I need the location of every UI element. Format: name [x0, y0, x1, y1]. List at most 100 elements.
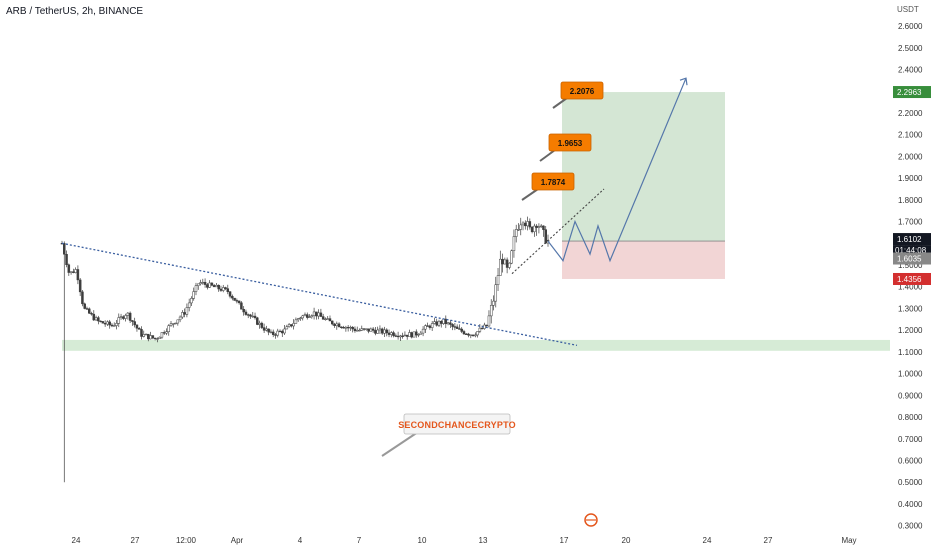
candle-body [296, 318, 300, 321]
x-tick-label: 10 [418, 536, 427, 545]
y-tick-label: 2.4000 [898, 66, 923, 75]
candle-body [110, 324, 114, 327]
candle-body [299, 317, 302, 319]
candle-body [485, 324, 488, 327]
candle-body [187, 302, 191, 308]
candle-body [324, 318, 327, 321]
candle-body [539, 225, 543, 227]
candle-body [178, 316, 182, 321]
y-tick-label: 2.0000 [898, 152, 923, 161]
y-tick-label: 0.6000 [898, 456, 923, 465]
candle-body [140, 329, 143, 337]
candle-body [203, 281, 207, 285]
candle-body [72, 271, 75, 273]
candle-body [151, 335, 155, 339]
stop-price-tag-bg[interactable] [893, 272, 931, 285]
watermark-box [403, 413, 511, 435]
candle-body [94, 317, 98, 321]
candle-body [535, 225, 538, 228]
candle-body [417, 334, 420, 336]
price-tags-layer: 2.2963 1.6102 01:44:081.6035 1.4356 [893, 86, 931, 285]
descending-trendline[interactable] [61, 242, 578, 347]
candle-body [262, 327, 266, 331]
candle-body [526, 221, 529, 227]
candle-body [508, 262, 511, 268]
y-tick-label: 0.4000 [898, 500, 923, 509]
prev-close-tag-bg[interactable] [893, 252, 931, 265]
candle-body [301, 315, 304, 319]
candle-body [135, 324, 139, 329]
candle-body [360, 328, 364, 331]
stop-zone [562, 241, 725, 279]
candle-body [503, 259, 507, 265]
candle-body [387, 332, 391, 335]
candle-body [128, 312, 132, 321]
candle-body [306, 314, 309, 318]
projection-path[interactable] [547, 77, 687, 263]
candle-body [265, 328, 268, 331]
target-price-tag-bg[interactable] [893, 86, 931, 99]
y-tick-label: 0.5000 [898, 478, 923, 487]
candle-body [85, 308, 89, 310]
candle-body [442, 318, 445, 324]
target-note-label: 2.2076 [570, 87, 595, 96]
breakout-line[interactable] [511, 188, 605, 275]
y-tick-label: 0.9000 [898, 391, 923, 400]
y-tick-label: 1.2000 [898, 326, 923, 335]
y-tick-label: 1.9000 [898, 174, 923, 183]
candle-body [122, 316, 125, 319]
y-tick-label: 1.1000 [898, 348, 923, 357]
candle-body [317, 312, 320, 317]
last-price-tag-bg[interactable] [893, 233, 931, 246]
candle-body [494, 284, 498, 302]
candle-body [474, 334, 477, 337]
candle-body [489, 305, 493, 317]
candle-body [244, 311, 248, 315]
candle-body [137, 328, 141, 330]
candle-body [424, 325, 427, 330]
target-note[interactable] [531, 172, 575, 191]
candle-body [99, 320, 102, 323]
candle-body [326, 318, 329, 320]
candle-body [294, 319, 298, 324]
candle-body [115, 323, 118, 326]
candle-body [542, 225, 545, 230]
candle-body [176, 319, 180, 324]
candle-body [321, 316, 325, 320]
candle-body [183, 312, 186, 315]
watermark-text: SECONDCHANCECRYPTO [398, 420, 516, 430]
x-tick-label: 4 [298, 536, 303, 545]
candle-body [505, 259, 509, 268]
candle-body [269, 331, 273, 334]
candle-body [74, 269, 77, 273]
lines-layer [61, 77, 688, 347]
candle-body [462, 331, 466, 335]
candle-body [530, 226, 534, 233]
candle-body [287, 324, 291, 327]
candle-body [228, 291, 232, 297]
candle-body [192, 291, 195, 299]
target-note[interactable] [560, 81, 604, 100]
candle-body [174, 322, 177, 325]
candle-body [337, 323, 341, 328]
candle-body [212, 285, 216, 288]
candle-body [106, 321, 109, 325]
candle-body [390, 332, 393, 335]
target-note[interactable] [548, 133, 592, 152]
candle-body [358, 329, 361, 332]
y-tick-label: 1.5000 [898, 261, 923, 270]
candle-body [208, 282, 211, 288]
candles-layer [60, 216, 550, 483]
candle-body [365, 328, 368, 330]
candle-body [335, 323, 339, 326]
candle-body [97, 317, 100, 322]
candle-body [246, 314, 250, 316]
candle-body [467, 333, 470, 336]
candle-body [519, 224, 522, 230]
candle-body [437, 321, 441, 326]
y-tick-label: 2.2000 [898, 109, 923, 118]
candle-body [380, 328, 384, 334]
candle-body [274, 334, 277, 336]
candle-body [249, 314, 252, 317]
